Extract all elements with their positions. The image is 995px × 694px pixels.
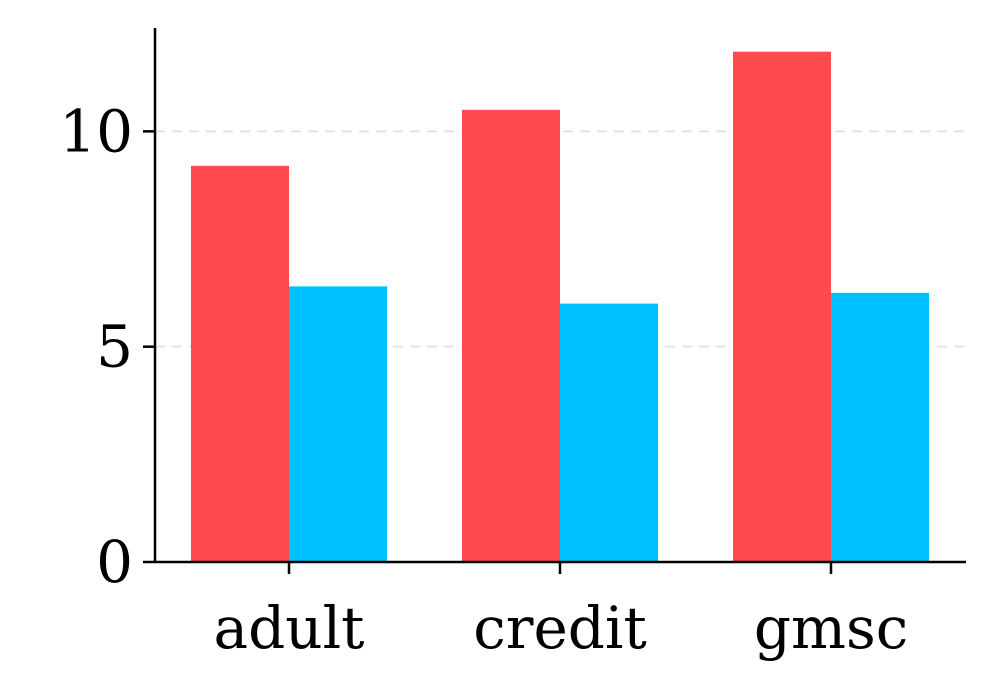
bar-gmsc-series-2	[831, 292, 929, 562]
bar-gmsc-series-1	[733, 51, 831, 562]
x-tick-label-gmsc: gmsc	[754, 594, 908, 662]
bar-credit-series-2	[560, 303, 658, 562]
bars	[191, 51, 929, 563]
y-tick-label-0: 0	[96, 528, 133, 596]
ticks: 0 5 10 adult credit gmsc	[59, 97, 908, 662]
y-tick-label-5: 5	[96, 313, 133, 381]
bar-adult-series-2	[289, 286, 387, 562]
bar-adult-series-1	[191, 165, 289, 562]
x-tick-label-adult: adult	[214, 594, 365, 662]
bar-credit-series-1	[462, 109, 560, 563]
y-tick-label-10: 10	[59, 97, 133, 165]
x-tick-label-credit: credit	[473, 594, 647, 662]
